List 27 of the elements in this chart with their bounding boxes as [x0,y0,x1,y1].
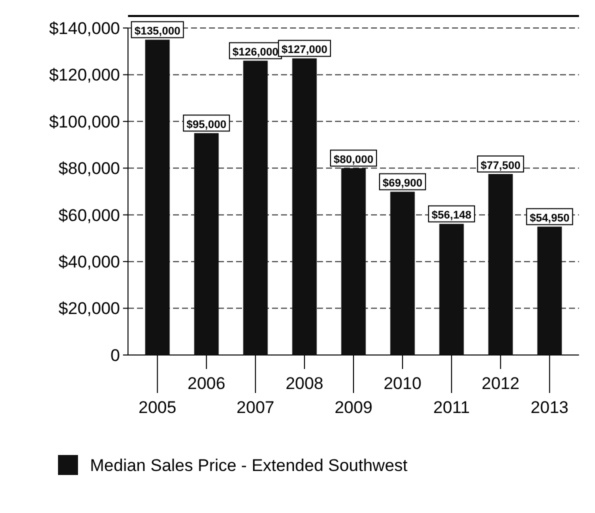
data-label: $80,000 [334,154,374,166]
y-tick-label: $120,000 [49,66,120,85]
y-tick-label: 0 [110,346,120,365]
x-tick-label: 2005 [138,398,176,417]
data-label: $95,000 [186,118,226,131]
data-label: $135,000 [134,26,180,38]
x-tick-label: 2009 [334,398,372,417]
data-label: $126,000 [232,46,278,59]
y-tick-label: $80,000 [58,159,120,178]
data-label: $54,950 [530,212,570,225]
data-label: $69,900 [382,178,422,190]
x-tick-label: 2008 [286,374,324,393]
legend-label: Median Sales Price - Extended Southwest [90,456,408,475]
x-tick-label: 2007 [236,398,274,417]
x-tick-label: 2013 [530,398,568,417]
x-tick-label: 2011 [433,398,470,417]
x-tick-label: 2010 [384,374,422,393]
y-tick-label: $20,000 [58,299,120,318]
y-tick-label: $40,000 [58,252,120,272]
data-label: $56,148 [432,210,472,222]
x-tick-label: 2006 [188,374,226,393]
y-tick-label: $60,000 [58,206,120,225]
data-label: $77,500 [480,160,520,172]
x-tick-label: 2012 [482,374,520,393]
data-label: $127,000 [282,44,328,56]
y-tick-label: $100,000 [49,112,120,132]
y-tick-label: $140,000 [49,18,120,38]
